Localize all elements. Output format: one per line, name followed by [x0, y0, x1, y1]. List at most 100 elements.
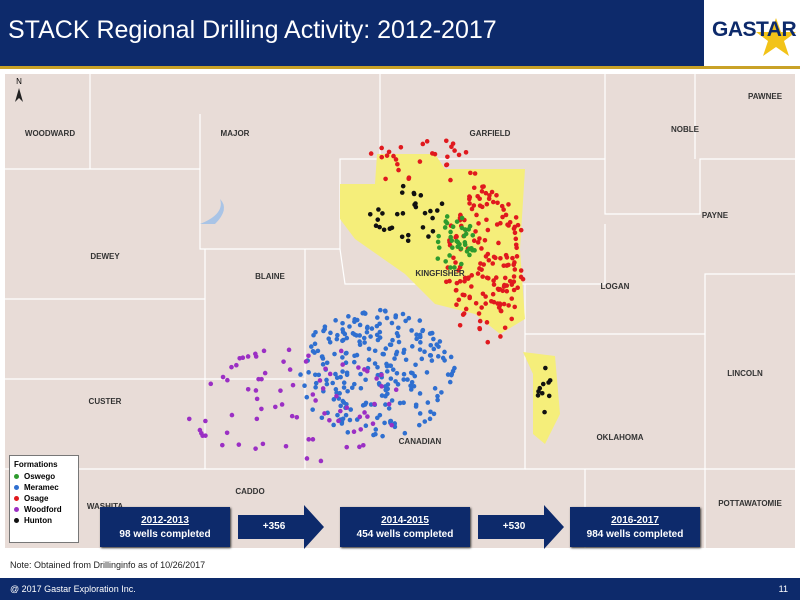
well-dot [220, 374, 226, 380]
county-label: DEWEY [90, 252, 120, 261]
well-dot [462, 275, 468, 281]
well-dot [434, 208, 440, 213]
well-dot [396, 339, 402, 345]
well-dot [480, 184, 485, 190]
well-dot [358, 385, 364, 391]
well-dot [381, 351, 387, 357]
well-dot [437, 339, 443, 344]
well-dot [375, 217, 381, 222]
county-label: GARFIELD [470, 129, 511, 138]
period-wells: 454 wells completed [356, 529, 454, 540]
well-dot [417, 347, 423, 352]
well-dot [310, 407, 315, 412]
county-label: WOODWARD [25, 129, 75, 138]
well-dot [364, 325, 370, 331]
well-dot [366, 357, 372, 363]
well-dot [306, 353, 311, 359]
well-dot [462, 278, 467, 284]
well-dot [400, 311, 406, 317]
well-dot [387, 363, 393, 368]
well-dot [351, 429, 357, 435]
well-dot [294, 414, 300, 420]
well-dot [259, 406, 264, 412]
well-dot [391, 153, 396, 159]
well-dot [304, 456, 310, 461]
well-dot [253, 388, 259, 393]
well-dot [498, 220, 503, 226]
logo-star [756, 18, 796, 56]
well-dot [383, 176, 388, 182]
well-dot [338, 408, 343, 414]
well-dot [349, 385, 355, 391]
well-dot [493, 275, 499, 280]
legend-item: Woodford [14, 505, 78, 514]
well-dot [387, 342, 393, 347]
well-dot [504, 255, 510, 260]
well-dot [373, 427, 379, 432]
well-dot [330, 380, 335, 386]
county-label: KINGFISHER [415, 269, 465, 278]
increment-label: +356 [262, 521, 286, 532]
well-dot [498, 308, 504, 314]
well-dot [372, 348, 378, 354]
well-dot [389, 320, 395, 326]
well-dot [340, 338, 345, 344]
well-dot [315, 348, 321, 354]
well-dot [287, 367, 293, 372]
slide-title: STACK Regional Drilling Activity: 2012-2… [8, 16, 497, 44]
well-dot [420, 225, 426, 230]
well-dot [341, 385, 347, 390]
well-dot [406, 315, 412, 321]
well-dot [384, 315, 390, 321]
well-dot [358, 371, 363, 377]
well-dot [430, 215, 435, 221]
well-dot [483, 294, 488, 299]
well-dot [403, 318, 408, 324]
well-dot [409, 379, 415, 385]
well-dot [240, 355, 246, 360]
well-dot [502, 325, 508, 331]
well-dot [253, 351, 258, 357]
well-dot [220, 442, 225, 448]
well-dot [290, 382, 296, 388]
lake [200, 199, 224, 224]
well-dot [376, 207, 381, 212]
well-dot [509, 282, 515, 287]
legend-label: Meramec [24, 483, 59, 492]
well-dot [229, 364, 234, 370]
well-dot [393, 387, 399, 392]
well-dot [435, 397, 440, 403]
well-dot [327, 418, 332, 423]
footer: @ 2017 Gastar Exploration Inc. 11 [0, 578, 800, 600]
well-dot [417, 318, 423, 323]
well-dot [470, 232, 476, 238]
well-dot [361, 310, 367, 316]
well-dot [324, 381, 330, 387]
well-dot [357, 339, 362, 344]
well-dot [445, 154, 450, 160]
well-dot [356, 365, 361, 370]
well-dot [340, 416, 346, 422]
period-years: 2016-2017 [611, 515, 659, 526]
well-dot [518, 227, 524, 233]
well-dot [347, 324, 352, 329]
well-dot [380, 211, 385, 216]
well-dot [327, 340, 333, 345]
well-dot [413, 204, 419, 210]
well-dot [439, 390, 444, 395]
well-dot [449, 238, 455, 243]
well-dot [466, 227, 471, 232]
well-dot [418, 193, 424, 198]
well-dot [491, 282, 497, 287]
well-dot [388, 418, 394, 424]
county-label: CANADIAN [399, 437, 442, 446]
well-dot [463, 150, 469, 155]
legend-label: Osage [24, 494, 49, 503]
well-dot [477, 318, 483, 324]
well-dot [323, 366, 328, 372]
well-dot [454, 280, 460, 286]
legend-swatch [14, 518, 19, 523]
well-dot [352, 317, 357, 322]
legend-item: Osage [14, 494, 78, 503]
